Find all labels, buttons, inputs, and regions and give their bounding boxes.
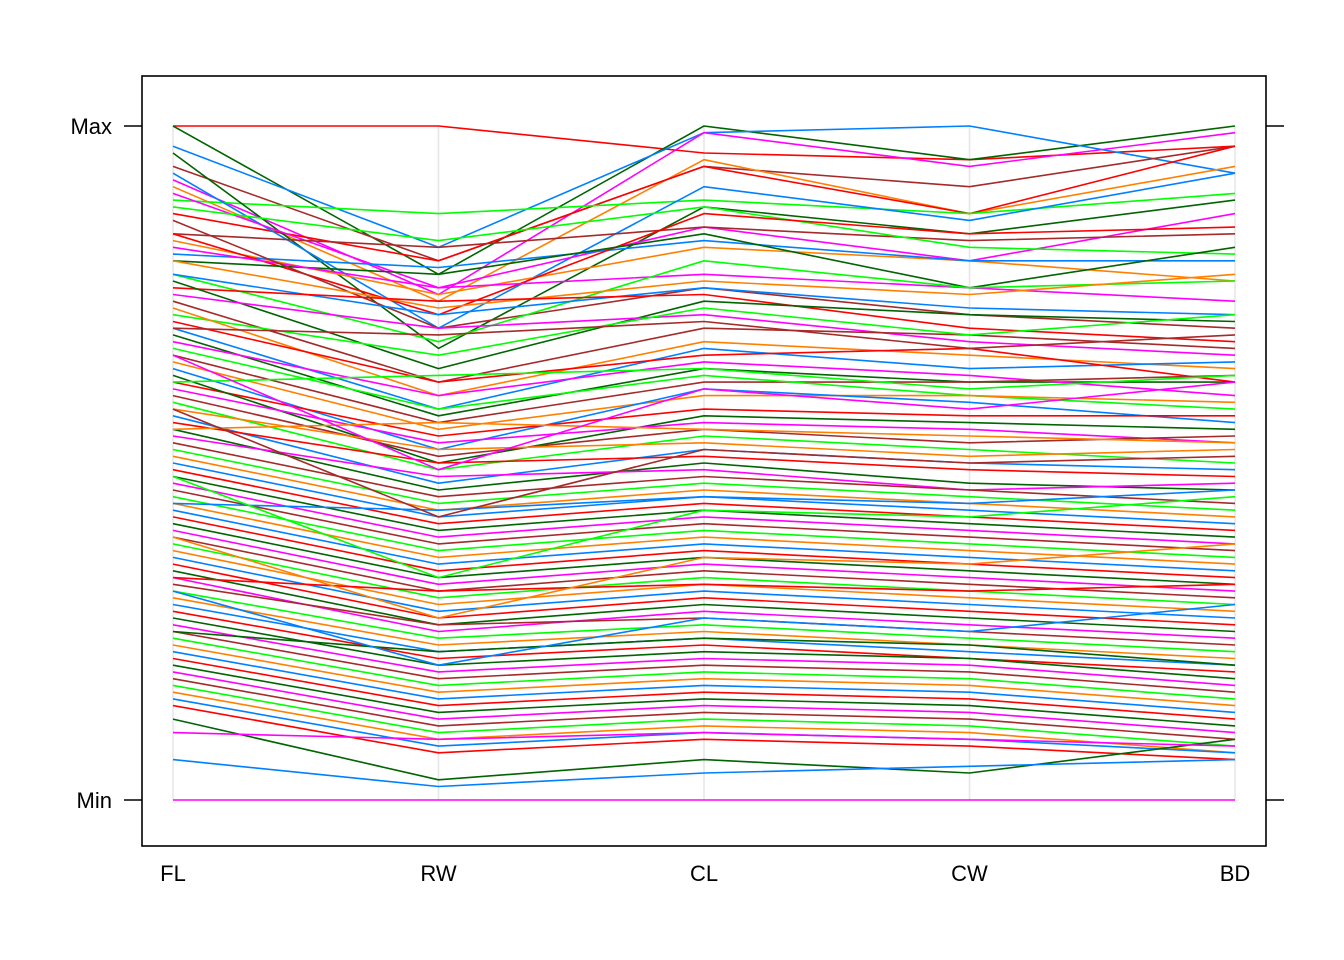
series-line-12 (172, 226, 1236, 249)
x-axis-label-bd: BD (1220, 861, 1251, 886)
series-line-48 (172, 448, 1236, 511)
series-line-49 (172, 455, 1236, 518)
series-line-67 (172, 576, 1236, 639)
series-line-37 (172, 381, 1235, 437)
series-line-57 (172, 509, 1236, 572)
series-line-94 (172, 489, 1236, 512)
series-line-24 (172, 280, 1236, 370)
series-line-92 (172, 367, 1236, 390)
y-tick-label-max: Max (70, 114, 112, 139)
series-line-23 (172, 287, 1236, 343)
series-line-95 (172, 576, 1236, 592)
series-line-7 (172, 145, 1236, 262)
series-line-16 (172, 212, 1236, 316)
series-line-45 (172, 428, 1236, 491)
series-line-27 (172, 307, 1236, 357)
plot-frame (141, 75, 1267, 847)
series-line-87 (172, 718, 1236, 781)
series-line-58 (172, 516, 1236, 579)
series-line-13 (172, 206, 1236, 255)
y-ticks: Min Max (70, 114, 1284, 813)
series-line-74 (172, 624, 1236, 687)
series-line-30 (172, 320, 1236, 383)
series-line-8 (172, 192, 1236, 215)
series-line-47 (172, 442, 1236, 505)
series-line-53 (172, 482, 1236, 545)
series-line-96 (172, 630, 1236, 666)
series-line-54 (172, 489, 1236, 552)
series-line-18 (172, 246, 1236, 302)
series-line-97 (172, 354, 1236, 471)
series-line-72 (172, 610, 1236, 673)
series-line-75 (172, 630, 1236, 693)
series-line-89 (172, 758, 1236, 788)
y-tick-label-min: Min (77, 788, 112, 813)
series-line-46 (172, 435, 1236, 491)
series-line-93 (172, 421, 1236, 444)
series-line-33 (172, 354, 1236, 424)
series-line-2 (172, 125, 1236, 276)
series-line-60 (172, 529, 1236, 592)
series-line-42 (172, 408, 1236, 458)
series-line-70 (172, 597, 1236, 660)
series-line-84 (172, 691, 1236, 754)
x-axis-label-cw: CW (951, 861, 988, 886)
series-line-73 (172, 617, 1236, 680)
series-line-15 (172, 239, 1235, 269)
series-line-80 (172, 664, 1236, 727)
series-line-81 (172, 671, 1236, 734)
series-line-91 (172, 320, 1236, 350)
series-line-22 (172, 273, 1236, 316)
series-line-79 (172, 657, 1236, 720)
series-line-77 (172, 644, 1236, 707)
x-axis-label-rw: RW (420, 861, 456, 886)
series-line-51 (172, 468, 1236, 532)
series-line-44 (172, 421, 1236, 478)
series-line-25 (172, 293, 1236, 356)
series-line-83 (172, 684, 1236, 747)
series-line-62 (172, 543, 1236, 606)
x-axis-labels: FL RW CL CW BD (160, 861, 1250, 886)
series-line-82 (172, 677, 1236, 741)
series-line-98 (172, 408, 1236, 518)
series-line-78 (172, 650, 1236, 714)
series-line-38 (172, 374, 1236, 464)
series-line-35 (172, 361, 1236, 431)
series-line-88 (172, 731, 1236, 747)
series-line-21 (172, 260, 1236, 309)
series-line-65 (172, 563, 1236, 626)
series-line-20 (172, 259, 1236, 343)
series-line-29 (172, 327, 1236, 410)
series-lines (172, 125, 1236, 801)
series-line-99 (172, 475, 1236, 579)
series-line-14 (172, 239, 1236, 296)
series-line-26 (172, 300, 1236, 383)
x-axis-label-cl: CL (690, 861, 718, 886)
series-line-17 (172, 233, 1236, 289)
x-axis-label-fl: FL (160, 861, 186, 886)
series-line-69 (172, 590, 1236, 653)
series-line-76 (172, 637, 1236, 700)
series-line-64 (172, 556, 1236, 619)
series-line-55 (172, 495, 1236, 559)
series-line-101 (172, 590, 1236, 667)
series-line-56 (172, 502, 1236, 565)
series-line-100 (172, 536, 1236, 619)
